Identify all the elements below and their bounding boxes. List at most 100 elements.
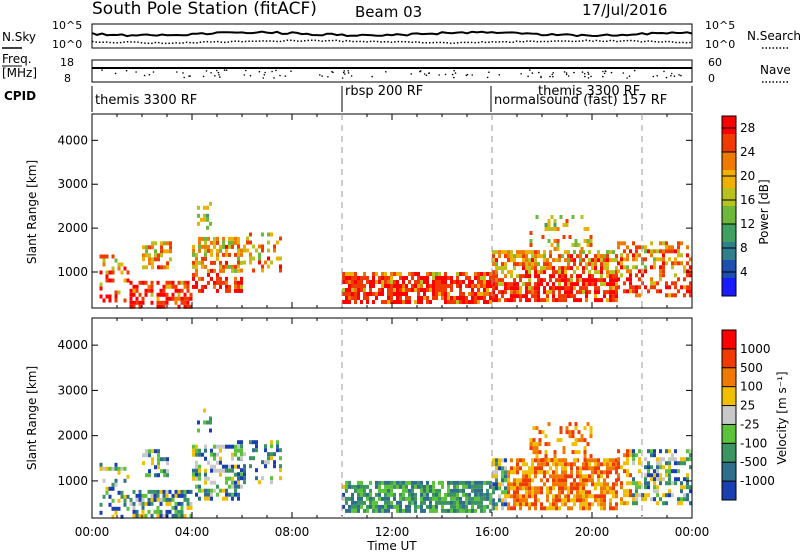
power-cell	[357, 296, 360, 300]
velocity-cell	[165, 501, 169, 506]
velocity-cell	[492, 482, 495, 487]
velocity-cell	[585, 482, 588, 487]
velocity-cell	[378, 508, 381, 513]
power-cell	[495, 298, 498, 303]
power-cell	[513, 286, 516, 291]
power-cell	[206, 225, 209, 230]
power-cell	[160, 241, 163, 246]
velocity-cell	[498, 498, 501, 503]
power-cell	[576, 282, 579, 287]
velocity-cell	[468, 492, 471, 497]
velocity-cell	[157, 461, 160, 466]
velocity-cell	[204, 444, 207, 449]
velocity-cell	[668, 457, 671, 462]
velocity-cell	[650, 497, 653, 502]
velocity-cell	[234, 488, 237, 493]
power-cell	[420, 276, 423, 280]
velocity-cell	[532, 450, 536, 455]
velocity-cell	[516, 498, 519, 503]
velocity-cell	[495, 486, 498, 491]
power-cell	[267, 232, 270, 237]
velocity-cell	[195, 460, 198, 465]
power-cell	[531, 262, 534, 267]
velocity-cell	[462, 484, 465, 489]
velocity-cell	[138, 513, 142, 518]
velocity-cell	[468, 480, 471, 485]
power-cell	[441, 288, 444, 292]
velocity-cell	[477, 488, 480, 493]
velocity-cell	[635, 485, 638, 490]
velocity-cell	[423, 508, 426, 513]
velocity-cell	[540, 470, 543, 475]
power-cell	[456, 300, 459, 304]
power-cell	[513, 298, 516, 303]
nave-dot	[587, 77, 590, 79]
power-cell	[553, 247, 557, 251]
velocity-cell	[219, 472, 222, 477]
velocity-cell	[399, 508, 402, 513]
velocity-cell	[516, 462, 519, 467]
velocity-cell	[126, 506, 130, 511]
velocity-cell	[180, 509, 184, 514]
velocity-cell	[360, 480, 363, 485]
velocity-cell	[535, 446, 539, 451]
velocity-cell	[154, 465, 157, 470]
power-cell	[156, 280, 160, 285]
velocity-cell	[141, 501, 145, 506]
power-cell	[142, 253, 145, 258]
velocity-cell	[677, 469, 680, 474]
velocity-cell	[656, 501, 659, 506]
power-cell	[228, 284, 231, 289]
power-cell	[597, 250, 600, 255]
velocity-cell	[516, 494, 519, 499]
power-cell	[501, 270, 504, 275]
power-cell	[579, 290, 582, 295]
velocity-cell	[501, 498, 504, 503]
power-cell	[345, 288, 348, 292]
power-cell	[492, 274, 495, 279]
velocity-cell	[354, 508, 357, 513]
velocity-cell	[153, 509, 157, 514]
power-cell	[222, 268, 225, 273]
power-cell	[213, 236, 216, 241]
power-cell	[552, 282, 555, 287]
power-cell	[638, 293, 641, 298]
power-cell	[588, 262, 591, 267]
nave-dot	[628, 75, 631, 77]
power-cell	[674, 261, 677, 266]
power-cell	[399, 292, 402, 296]
power-cell	[429, 288, 432, 292]
nave-dot	[438, 74, 441, 76]
power-cell	[564, 298, 567, 303]
power-cell	[348, 288, 351, 292]
power-cell	[99, 286, 103, 291]
power-cell	[609, 250, 612, 255]
velocity-cell	[234, 492, 237, 497]
velocity-cell	[420, 504, 423, 509]
power-cell	[441, 292, 444, 296]
velocity-cell	[153, 493, 157, 498]
power-cell	[589, 243, 593, 247]
power-cell	[513, 278, 516, 283]
velocity-cell	[207, 460, 210, 465]
velocity-cell	[549, 486, 552, 491]
velocity-cell	[656, 465, 659, 470]
velocity-cell	[567, 486, 570, 491]
velocity-cell	[574, 442, 578, 447]
power-cell	[471, 296, 474, 300]
power-cell	[615, 298, 618, 303]
power-cell	[471, 300, 474, 304]
velocity-cell	[105, 486, 109, 491]
velocity-cell	[351, 484, 354, 489]
power-cell	[213, 244, 216, 249]
velocity-cell	[198, 452, 201, 457]
velocity-cell	[574, 450, 578, 455]
power-cell	[366, 296, 369, 300]
power-cell	[549, 274, 552, 279]
velocity-cell	[465, 500, 468, 505]
velocity-cell	[222, 468, 225, 473]
power-cell	[528, 274, 531, 279]
power-cell	[201, 276, 204, 281]
power-cell	[159, 300, 163, 305]
power-cell	[354, 276, 357, 280]
